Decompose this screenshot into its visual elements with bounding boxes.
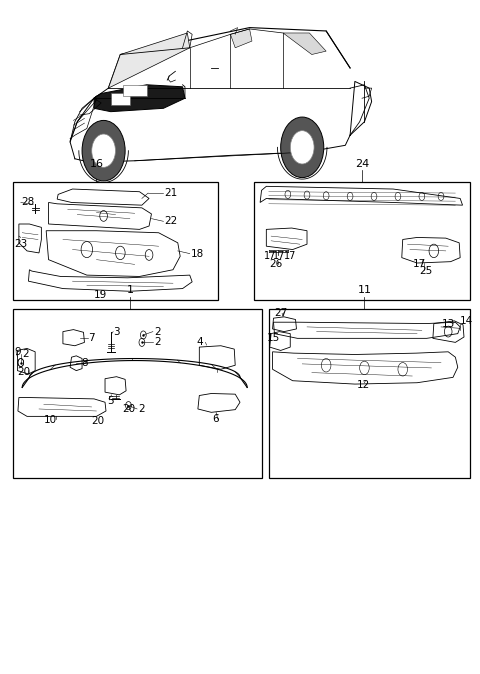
Bar xyxy=(269,309,470,479)
Text: 13: 13 xyxy=(442,319,455,328)
Text: 2: 2 xyxy=(22,349,28,359)
Bar xyxy=(12,309,262,479)
Text: 3: 3 xyxy=(113,327,120,336)
Text: 2: 2 xyxy=(154,338,160,347)
Bar xyxy=(254,182,470,300)
Text: 14: 14 xyxy=(460,316,473,326)
Text: 16: 16 xyxy=(89,159,103,169)
Text: 19: 19 xyxy=(94,290,107,300)
Polygon shape xyxy=(94,85,185,112)
Text: 2: 2 xyxy=(154,327,160,336)
Text: 15: 15 xyxy=(266,334,279,343)
Text: 26: 26 xyxy=(270,259,283,269)
Text: 25: 25 xyxy=(420,266,433,276)
Text: 20: 20 xyxy=(123,404,136,414)
Circle shape xyxy=(290,131,314,164)
Text: 7: 7 xyxy=(88,334,95,343)
Bar xyxy=(111,93,130,105)
Text: 2: 2 xyxy=(138,404,144,414)
Text: 24: 24 xyxy=(355,159,369,169)
Text: 27: 27 xyxy=(275,308,288,317)
Text: 18: 18 xyxy=(191,249,204,259)
Text: 9: 9 xyxy=(14,347,21,357)
Text: 17: 17 xyxy=(264,251,276,261)
Circle shape xyxy=(92,134,116,167)
Polygon shape xyxy=(108,33,190,88)
Text: 17: 17 xyxy=(273,251,285,261)
Text: 17: 17 xyxy=(413,259,427,270)
Text: 12: 12 xyxy=(357,380,371,390)
Text: 6: 6 xyxy=(212,414,219,424)
Text: 22: 22 xyxy=(164,216,178,226)
Text: 1: 1 xyxy=(126,285,133,295)
Text: 4: 4 xyxy=(197,338,204,347)
Text: 10: 10 xyxy=(44,415,57,425)
Text: 21: 21 xyxy=(164,188,178,198)
Circle shape xyxy=(281,117,324,177)
Bar xyxy=(123,86,147,96)
Circle shape xyxy=(82,121,125,181)
Polygon shape xyxy=(230,29,252,48)
Text: 20: 20 xyxy=(92,416,105,426)
Text: 28: 28 xyxy=(21,197,34,208)
Text: 20: 20 xyxy=(17,367,31,377)
Bar xyxy=(12,182,218,300)
Text: 17: 17 xyxy=(284,251,297,261)
Text: 8: 8 xyxy=(82,358,88,367)
Text: 5: 5 xyxy=(107,396,114,406)
Text: 11: 11 xyxy=(358,285,372,295)
Text: 23: 23 xyxy=(14,239,27,249)
Polygon shape xyxy=(283,33,326,55)
